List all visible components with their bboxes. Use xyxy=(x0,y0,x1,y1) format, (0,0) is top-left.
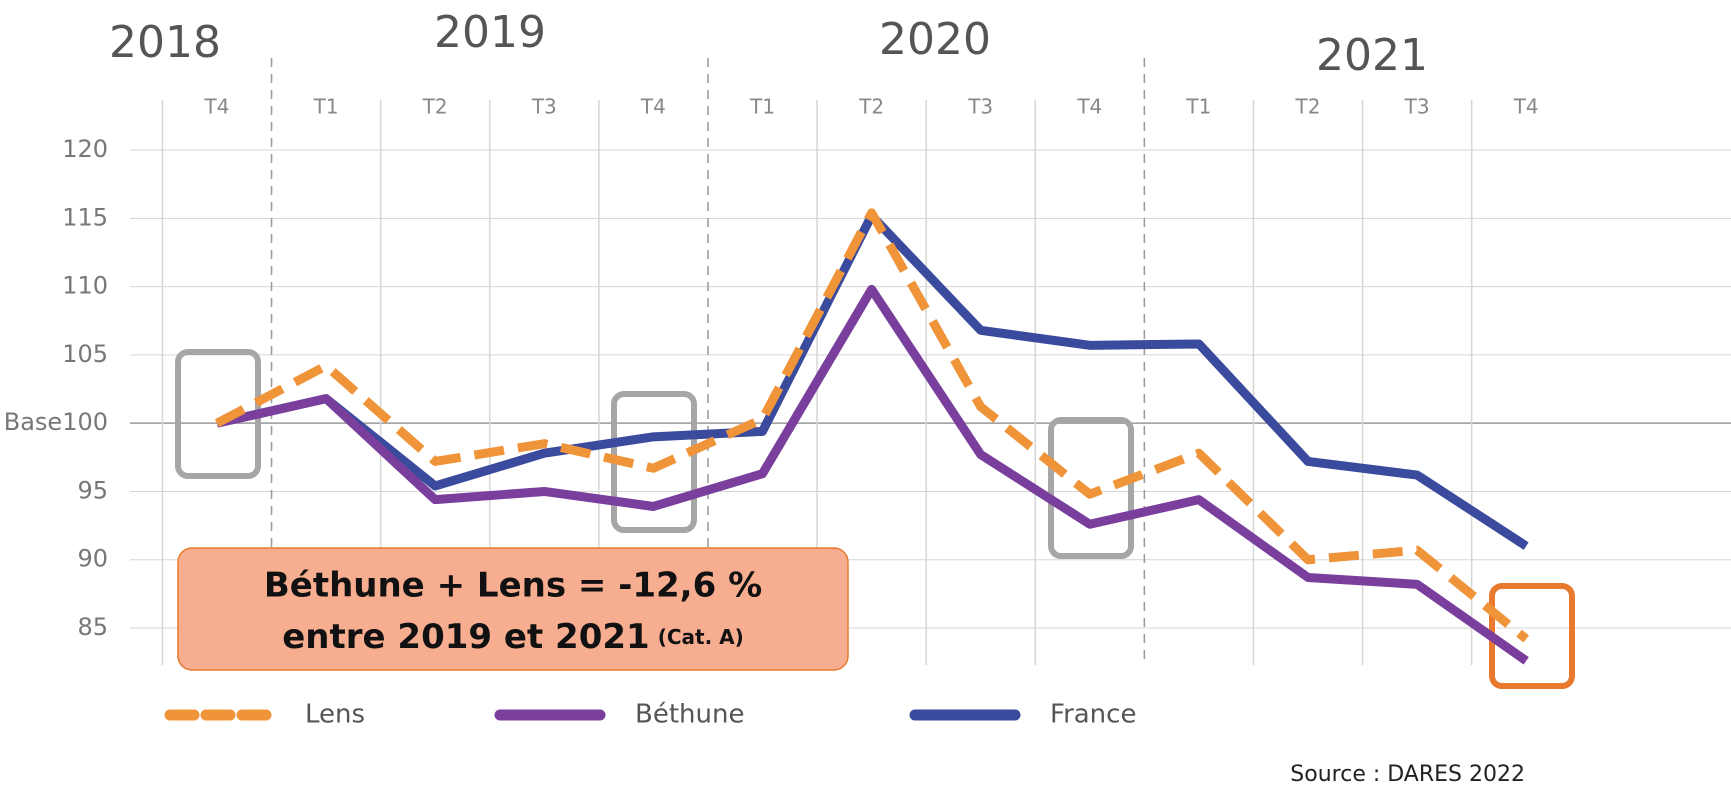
year-label: 2019 xyxy=(434,7,546,58)
x-tick-label: T3 xyxy=(1404,95,1430,119)
annotation-line: Béthune + Lens = -12,6 % xyxy=(264,566,762,606)
x-tick-label: T2 xyxy=(1295,95,1321,119)
legend-label: France xyxy=(1050,700,1136,730)
x-tick-label: T1 xyxy=(1185,95,1211,119)
x-tick-label: T4 xyxy=(204,95,230,119)
x-tick-label: T4 xyxy=(1513,95,1539,119)
grid: 85 90 95 Base100 105 110 115 120 T4 T1 T2 T3 T4 T1 T2 T… xyxy=(4,7,1731,665)
source: Source : DARES 2022 xyxy=(1290,762,1525,787)
year-label: 2021 xyxy=(1316,30,1428,81)
legend-label: Lens xyxy=(305,700,365,730)
y-tick-label: Base100 xyxy=(4,408,108,436)
series-line xyxy=(216,211,1529,550)
annotation-box xyxy=(177,547,849,671)
highlight-box xyxy=(1489,583,1575,689)
y-tick-label: 115 xyxy=(62,203,108,231)
series-line xyxy=(216,284,1529,665)
y-tick-label: 105 xyxy=(62,340,108,368)
x-tick-label: T2 xyxy=(422,95,448,119)
series-line xyxy=(214,208,1530,643)
year-label: 2018 xyxy=(109,17,221,68)
y-tick-label: 85 xyxy=(77,613,108,641)
x-tick-label: T4 xyxy=(640,95,666,119)
year-label: 2020 xyxy=(879,14,991,65)
annotation-text: entre 2019 et 2021 xyxy=(282,617,649,657)
x-tick-label: T2 xyxy=(858,95,884,119)
lines xyxy=(214,208,1530,665)
highlight-box xyxy=(1048,417,1134,559)
y-tick-label: 110 xyxy=(62,272,108,300)
y-tick-label: 95 xyxy=(77,476,108,504)
legend: Lens Béthune France xyxy=(164,700,1136,730)
x-tick-label: T3 xyxy=(967,95,993,119)
annotation-note: (Cat. A) xyxy=(658,625,744,649)
x-tick-label: T1 xyxy=(313,95,339,119)
annotation-line: entre 2019 et 2021 (Cat. A) xyxy=(282,617,744,657)
y-tick-label: 120 xyxy=(62,135,108,163)
legend-label: Béthune xyxy=(635,700,744,730)
x-tick-label: T3 xyxy=(531,95,557,119)
x-tick-label: T4 xyxy=(1076,95,1102,119)
x-tick-label: T1 xyxy=(749,95,775,119)
y-tick-label: 90 xyxy=(77,545,108,573)
